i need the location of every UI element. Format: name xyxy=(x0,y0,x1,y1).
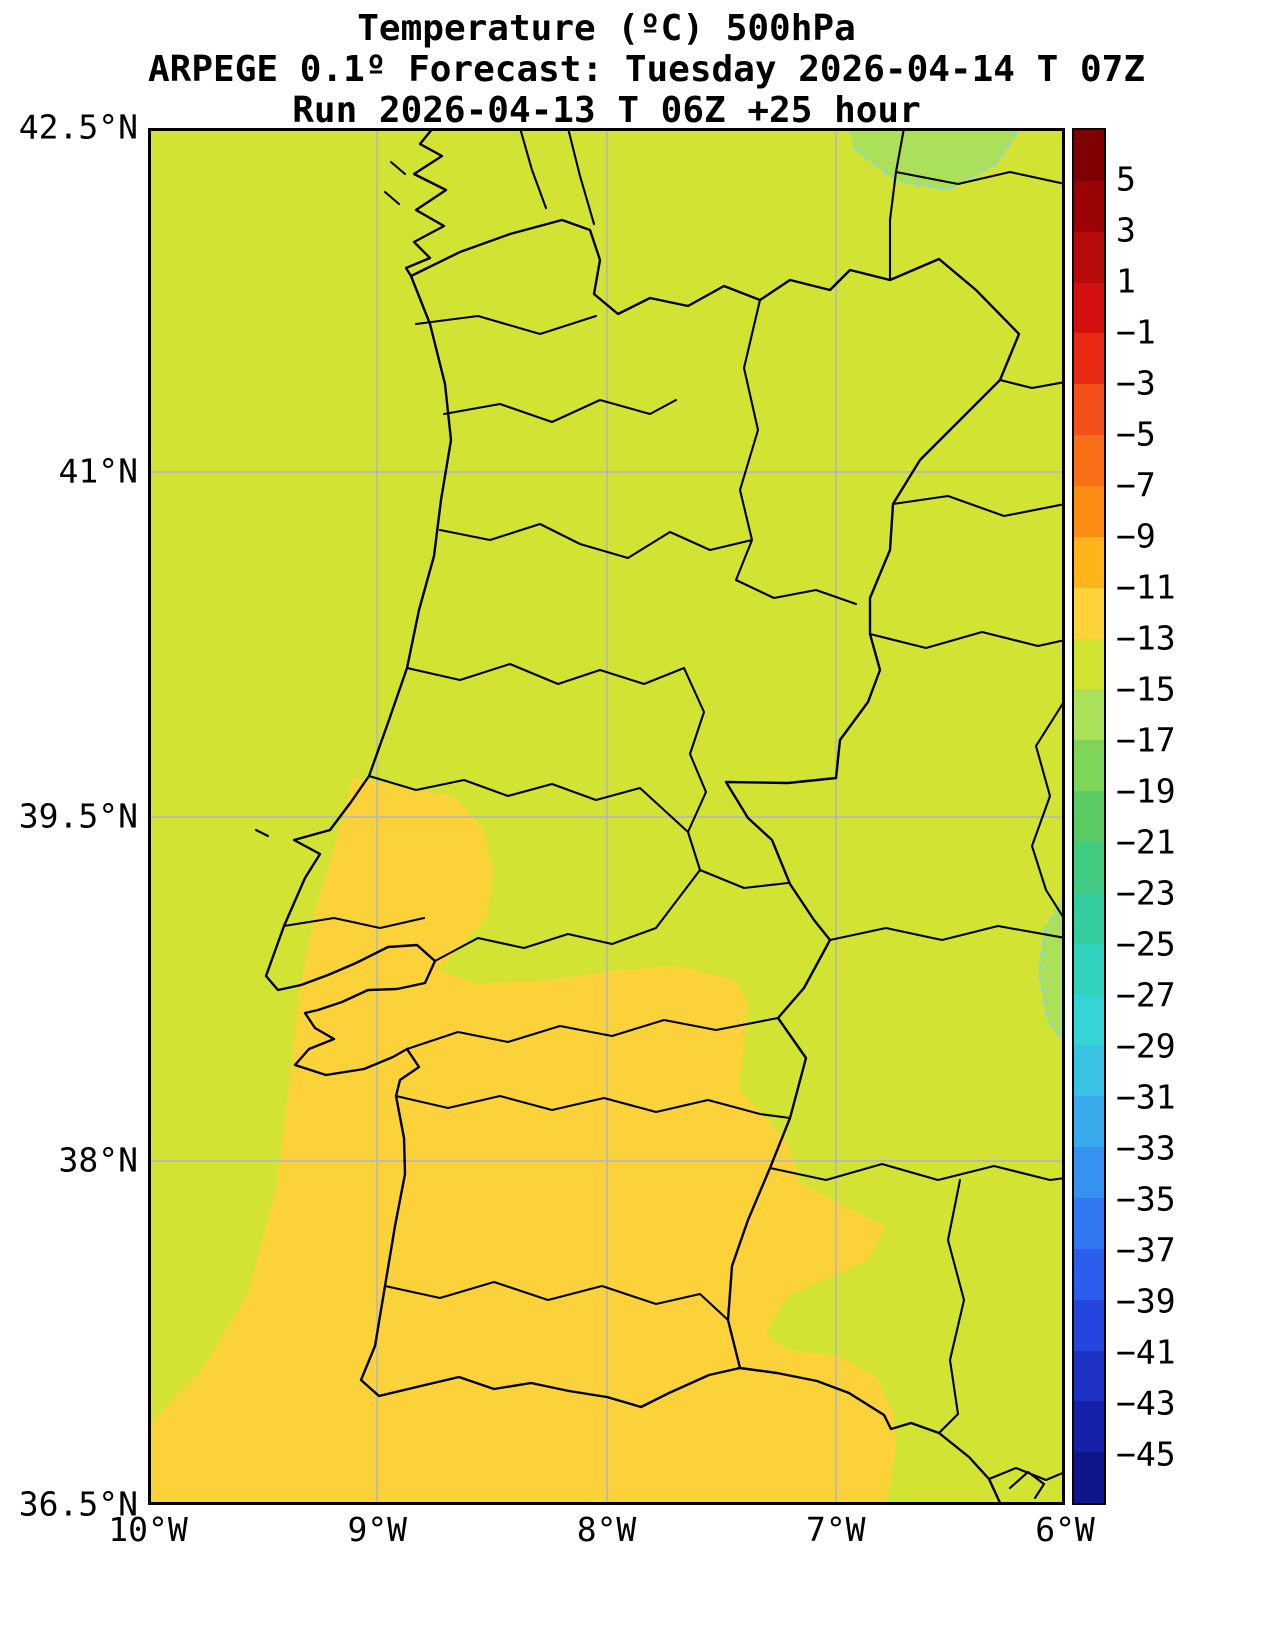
colorbar-tick-label: −9 xyxy=(1116,516,1156,556)
colorbar-tick-label: −7 xyxy=(1116,465,1156,505)
colorbar-band xyxy=(1074,435,1104,487)
y-axis-tick-label: 39.5°N xyxy=(18,796,138,836)
x-axis-tick-label: 6°W xyxy=(1035,1510,1095,1549)
colorbar-tick-label: −13 xyxy=(1116,618,1176,658)
colorbar-band xyxy=(1074,1401,1104,1453)
coastline xyxy=(264,128,1003,1505)
colorbar-band xyxy=(1074,1452,1104,1504)
islands xyxy=(254,160,407,838)
colorbar-tick-label: −5 xyxy=(1116,414,1156,454)
country-border xyxy=(409,218,1021,1370)
colorbar-band xyxy=(1074,1299,1104,1351)
colorbar-tick-label: 5 xyxy=(1116,159,1136,199)
colorbar-band xyxy=(1074,994,1104,1046)
cool-temperature-sliver xyxy=(1039,896,1065,1044)
colorbar-band xyxy=(1074,638,1104,690)
chart-title: Temperature (ºC) 500hPa xyxy=(357,8,856,49)
y-axis-tick-label: 36.5°N xyxy=(18,1484,138,1524)
x-axis-tick-label: 7°W xyxy=(805,1510,866,1549)
title-block: Temperature (ºC) 500hPa ARPEGE 0.1º Fore… xyxy=(148,8,1145,131)
colorbar-band xyxy=(1074,486,1104,537)
cool-temperature-patch xyxy=(848,128,1020,190)
plot-frame xyxy=(148,128,1065,1505)
colorbar-tick-label: 3 xyxy=(1116,210,1136,250)
colorbar-band xyxy=(1074,791,1104,843)
colorbar-band xyxy=(1074,180,1104,232)
colorbar-band xyxy=(1074,384,1104,436)
colorbar-band xyxy=(1074,587,1104,639)
colorbar-band xyxy=(1074,1350,1104,1402)
colorbar-band xyxy=(1074,1248,1104,1300)
colorbar-band xyxy=(1074,333,1104,385)
y-axis-tick-label: 42.5°N xyxy=(18,107,138,147)
colorbar-band xyxy=(1074,231,1104,283)
colorbar-tick-label: −43 xyxy=(1116,1383,1176,1423)
colorbar-tick-label: −45 xyxy=(1116,1434,1176,1474)
colorbar-band xyxy=(1074,689,1104,741)
colorbar-tick-label: −37 xyxy=(1116,1230,1176,1270)
colorbar-band xyxy=(1074,1096,1104,1148)
chart-subtitle: ARPEGE 0.1º Forecast: Tuesday 2026-04-14… xyxy=(148,49,1145,90)
colorbar-tick-label: −27 xyxy=(1116,975,1176,1015)
dashed-isotherm-contour xyxy=(853,128,1065,1045)
colorbar-tick-label: −21 xyxy=(1116,822,1176,862)
colorbar-tick-label: 1 xyxy=(1116,261,1136,301)
colorbar-band xyxy=(1074,536,1104,588)
x-axis-tick-label: 10°W xyxy=(108,1510,188,1549)
colorbar-tick-label: −31 xyxy=(1116,1077,1176,1117)
warm-temperature-patch xyxy=(148,778,896,1505)
colorbar-tick-label: −19 xyxy=(1116,771,1176,811)
x-axis-tick-label: 9°W xyxy=(347,1510,408,1549)
colorbar-band xyxy=(1074,1045,1104,1097)
colorbar-band xyxy=(1074,943,1104,995)
colorbar-tick-label: −23 xyxy=(1116,873,1176,913)
province-boundaries xyxy=(518,128,1065,1500)
colorbar-band xyxy=(1074,892,1104,944)
colorbar-tick-label: −41 xyxy=(1116,1332,1176,1372)
colorbar-tick-label: −11 xyxy=(1116,567,1176,607)
colorbar-tick-label: −25 xyxy=(1116,924,1176,964)
y-axis-tick-label: 38°N xyxy=(58,1140,138,1180)
colorbar-tick-label: −35 xyxy=(1116,1179,1176,1219)
colorbar-tick-label: −39 xyxy=(1116,1281,1176,1321)
district-boundaries xyxy=(282,298,858,1322)
colorbar-band xyxy=(1074,842,1104,893)
colorbar-tick-label: −1 xyxy=(1116,312,1156,352)
y-axis-tick-label: 41°N xyxy=(58,451,138,491)
colorbar-band xyxy=(1074,1147,1104,1199)
colorbar-band xyxy=(1074,1198,1104,1249)
graticule-grid-lines xyxy=(148,128,1065,1505)
colorbar-band xyxy=(1074,740,1104,792)
colorbar-tick-label: −29 xyxy=(1116,1026,1176,1066)
map-plot-area xyxy=(148,128,1065,1505)
colorbar-tick-label: −17 xyxy=(1116,720,1176,760)
colorbar-band xyxy=(1074,130,1104,181)
chart-run-info: Run 2026-04-13 T 06Z +25 hour xyxy=(292,90,921,131)
colorbar-tick-label: −3 xyxy=(1116,363,1156,403)
x-axis-tick-label: 8°W xyxy=(576,1510,637,1549)
colorbar xyxy=(1072,128,1106,1505)
colorbar-tick-label: −33 xyxy=(1116,1128,1176,1168)
colorbar-tick-label: −15 xyxy=(1116,669,1176,709)
colorbar-band xyxy=(1074,282,1104,334)
